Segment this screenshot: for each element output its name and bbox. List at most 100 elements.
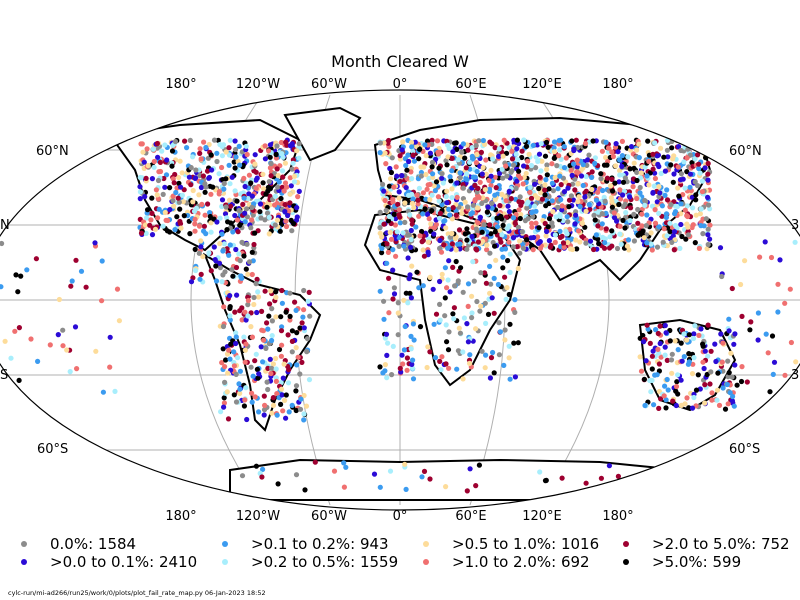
station-point <box>184 145 190 151</box>
station-point <box>627 166 633 172</box>
station-point <box>394 229 400 235</box>
station-point <box>252 358 258 364</box>
station-point <box>282 202 288 208</box>
station-point <box>539 196 546 202</box>
station-point <box>262 288 268 294</box>
station-point <box>646 158 652 164</box>
station-point <box>490 156 496 162</box>
station-point <box>464 246 470 252</box>
station-point <box>467 466 473 472</box>
station-point <box>551 145 557 151</box>
station-point <box>724 381 730 388</box>
station-point <box>563 155 569 161</box>
station-point <box>478 149 484 155</box>
station-point <box>427 349 433 355</box>
station-point <box>388 169 394 176</box>
station-point <box>755 337 761 343</box>
station-point <box>222 379 228 385</box>
station-point <box>236 143 242 149</box>
station-point <box>164 228 170 234</box>
station-point <box>154 192 160 198</box>
station-point <box>658 145 664 151</box>
station-point <box>12 328 18 334</box>
station-point <box>677 460 683 466</box>
station-point <box>541 214 547 220</box>
station-point <box>388 176 394 182</box>
station-point <box>269 318 275 324</box>
station-point <box>170 142 176 148</box>
lon-label-top: 180° <box>165 77 196 92</box>
station-point <box>259 308 265 314</box>
station-point <box>631 160 637 166</box>
legend-marker <box>21 559 27 565</box>
station-point <box>430 286 436 292</box>
legend-marker <box>623 541 629 547</box>
station-point <box>762 239 768 245</box>
station-point <box>449 186 455 192</box>
station-point <box>221 304 227 310</box>
station-point <box>478 270 484 276</box>
station-point <box>713 358 719 365</box>
station-point <box>297 406 304 412</box>
station-point <box>263 345 269 351</box>
station-point <box>203 144 209 151</box>
station-point <box>390 296 396 302</box>
station-point <box>671 229 678 235</box>
station-point <box>207 213 213 220</box>
station-point <box>449 155 455 161</box>
station-point <box>464 226 470 232</box>
station-point <box>446 329 452 335</box>
station-point <box>173 189 179 196</box>
station-point <box>177 158 183 164</box>
station-point <box>273 289 279 295</box>
station-point <box>704 148 710 154</box>
station-point <box>56 296 63 303</box>
station-point <box>542 182 548 188</box>
station-point <box>291 179 298 185</box>
station-point <box>394 173 400 179</box>
station-point <box>488 173 494 179</box>
station-point <box>219 231 225 237</box>
station-point <box>654 244 661 250</box>
station-point <box>396 189 402 195</box>
station-point <box>616 179 622 185</box>
station-point <box>645 326 651 332</box>
station-point <box>437 301 443 307</box>
station-point <box>457 330 463 336</box>
station-point <box>649 353 656 359</box>
station-point <box>726 328 732 334</box>
station-point <box>543 477 549 483</box>
station-point <box>769 333 776 339</box>
station-point <box>429 137 435 143</box>
station-point <box>729 285 735 292</box>
station-point <box>464 321 470 327</box>
station-point <box>445 277 451 283</box>
station-point <box>631 211 637 217</box>
station-point <box>572 187 578 193</box>
station-point <box>705 353 711 359</box>
station-point <box>668 225 674 231</box>
station-point <box>649 247 655 253</box>
station-point <box>622 225 628 231</box>
station-point <box>549 198 555 204</box>
station-point <box>707 381 713 387</box>
station-point <box>246 172 252 178</box>
station-point <box>408 227 414 234</box>
station-point <box>384 375 390 381</box>
station-point <box>198 184 204 191</box>
station-point <box>202 189 208 195</box>
station-point <box>432 225 438 231</box>
station-point <box>591 212 597 218</box>
station-point <box>667 338 673 344</box>
station-point <box>178 225 184 231</box>
station-point <box>502 246 509 252</box>
station-point <box>293 388 299 394</box>
station-point <box>591 246 597 253</box>
lon-label-top: 180° <box>602 77 633 92</box>
station-point <box>643 223 649 229</box>
station-point <box>575 199 581 205</box>
station-point <box>544 172 550 178</box>
station-point <box>400 361 406 367</box>
station-point <box>188 165 194 171</box>
station-point <box>227 317 233 323</box>
